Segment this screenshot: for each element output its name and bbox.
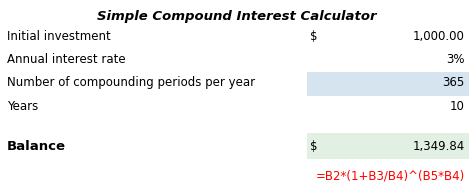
- Text: 10: 10: [450, 100, 465, 113]
- Text: 3%: 3%: [446, 53, 465, 66]
- Text: Number of compounding periods per year: Number of compounding periods per year: [7, 76, 255, 89]
- Bar: [307, 72, 469, 96]
- Text: $: $: [310, 30, 318, 43]
- Text: Years: Years: [7, 100, 38, 113]
- Text: =B2*(1+B3/B4)^(B5*B4): =B2*(1+B3/B4)^(B5*B4): [315, 169, 465, 182]
- Text: Initial investment: Initial investment: [7, 30, 111, 43]
- Text: $: $: [310, 140, 318, 153]
- Text: 365: 365: [442, 76, 465, 89]
- Text: 1,349.84: 1,349.84: [412, 140, 465, 153]
- Text: Annual interest rate: Annual interest rate: [7, 53, 126, 66]
- Bar: [307, 134, 469, 159]
- Text: 1,000.00: 1,000.00: [413, 30, 465, 43]
- Text: Balance: Balance: [7, 140, 66, 153]
- Text: Simple Compound Interest Calculator: Simple Compound Interest Calculator: [97, 10, 377, 23]
